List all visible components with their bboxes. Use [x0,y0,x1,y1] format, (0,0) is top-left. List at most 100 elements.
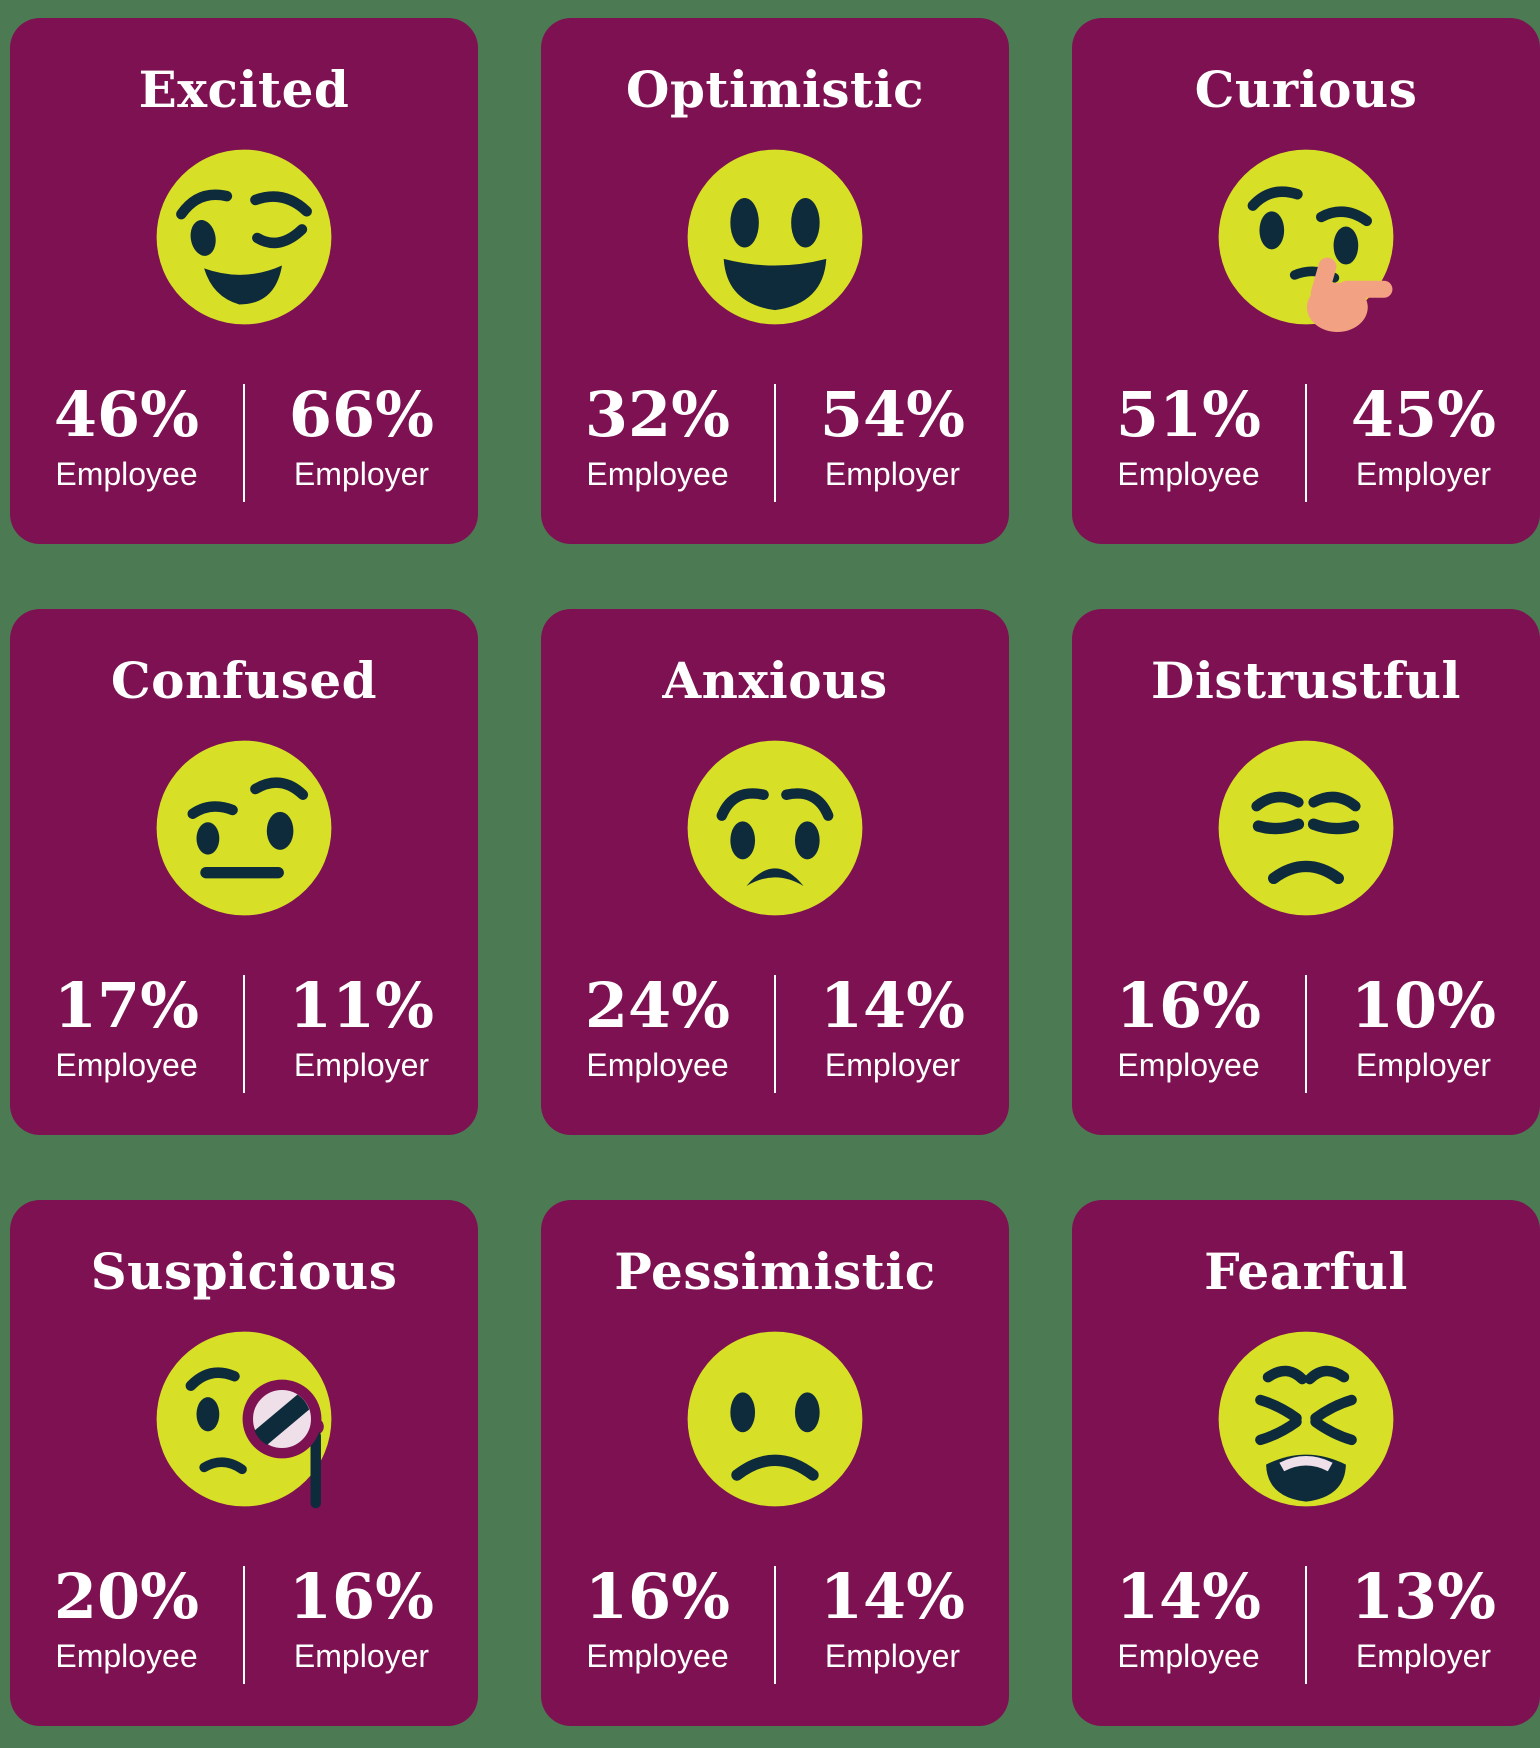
stat-divider [1305,975,1307,1093]
employee-stat: 17% Employee [10,975,243,1093]
emotion-card-excited: Excited 46% Employee 66% Employer [10,18,478,544]
employee-label: Employee [586,1638,729,1674]
stat-divider [243,384,245,502]
employer-label: Employer [824,1047,961,1083]
stats: 20% Employee 16% Employer [10,1566,478,1684]
employer-percentage: 54% [819,378,966,451]
stats: 16% Employee 14% Employer [541,1566,1009,1684]
employee-label: Employee [55,456,198,492]
employee-percentage: 16% [1115,969,1262,1042]
employer-label: Employer [293,1047,430,1083]
employer-percentage: 45% [1350,378,1497,451]
emotion-card-pessimistic: Pessimistic 16% Employee 14% Employer [541,1200,1009,1726]
frowning-face-icon [541,1324,1009,1514]
employee-percentage: 20% [53,1560,200,1633]
employee-percentage: 17% [53,969,200,1042]
stat-divider [1305,1566,1307,1684]
winking-face-icon [10,142,478,332]
employer-percentage: 13% [1350,1560,1497,1633]
stats: 16% Employee 10% Employer [1072,975,1540,1093]
stat-divider [774,1566,776,1684]
emotion-card-suspicious: Suspicious 20% Employee [10,1200,478,1726]
employer-stat: 14% Employer [776,1566,1009,1684]
card-title: Excited [138,60,350,119]
employee-stat: 16% Employee [541,1566,774,1684]
thinking-face-icon [1072,142,1540,332]
employee-label: Employee [1117,456,1260,492]
employer-percentage: 66% [288,378,435,451]
emotion-card-fearful: Fearful 14% Employee 13% Emplo [1072,1200,1540,1726]
employer-label: Employer [824,1638,961,1674]
employer-label: Employer [293,456,430,492]
face-with-monocle-icon [10,1324,478,1514]
card-title: Optimistic [625,60,925,119]
employee-label: Employee [55,1638,198,1674]
emotion-card-confused: Confused 17% Employee 11% Employer [10,609,478,1135]
stats: 24% Employee 14% Employer [541,975,1009,1093]
stats: 17% Employee 11% Employer [10,975,478,1093]
stat-divider [1305,384,1307,502]
employer-percentage: 14% [819,1560,966,1633]
stat-divider [774,384,776,502]
employer-percentage: 16% [288,1560,435,1633]
employee-stat: 46% Employee [10,384,243,502]
employee-label: Employee [55,1047,198,1083]
card-title: Fearful [1204,1242,1408,1301]
employer-label: Employer [293,1638,430,1674]
stats: 14% Employee 13% Employer [1072,1566,1540,1684]
grinning-face-icon [541,142,1009,332]
employee-percentage: 24% [584,969,731,1042]
employee-stat: 32% Employee [541,384,774,502]
stat-divider [774,975,776,1093]
employee-percentage: 46% [53,378,200,451]
anguished-face-icon [1072,1324,1540,1514]
employer-stat: 54% Employer [776,384,1009,502]
employer-stat: 14% Employer [776,975,1009,1093]
stats: 51% Employee 45% Employer [1072,384,1540,502]
employer-stat: 10% Employer [1307,975,1540,1093]
employer-label: Employer [1355,456,1492,492]
employer-label: Employer [824,456,961,492]
stats: 32% Employee 54% Employer [541,384,1009,502]
employee-percentage: 32% [584,378,731,451]
employee-percentage: 16% [584,1560,731,1633]
worried-face-icon [541,733,1009,923]
employee-stat: 20% Employee [10,1566,243,1684]
card-title: Curious [1194,60,1418,119]
employer-stat: 16% Employer [245,1566,478,1684]
employer-stat: 45% Employer [1307,384,1540,502]
employer-percentage: 10% [1350,969,1497,1042]
unamused-face-icon [1072,733,1540,923]
employee-label: Employee [1117,1047,1260,1083]
employer-label: Employer [1355,1638,1492,1674]
employer-label: Employer [1355,1047,1492,1083]
emotion-card-optimistic: Optimistic 32% Employee 54% Employer [541,18,1009,544]
employee-stat: 14% Employee [1072,1566,1305,1684]
emotion-card-curious: Curious 51% Employee 45% Emplo [1072,18,1540,544]
face-with-raised-eyebrow-icon [10,733,478,923]
card-title: Confused [110,651,378,710]
emotion-card-distrustful: Distrustful 16% Employee 10% Employer [1072,609,1540,1135]
employer-percentage: 14% [819,969,966,1042]
stat-divider [243,975,245,1093]
employer-stat: 66% Employer [245,384,478,502]
employer-stat: 11% Employer [245,975,478,1093]
card-title: Pessimistic [614,1242,936,1301]
stats: 46% Employee 66% Employer [10,384,478,502]
card-title: Anxious [662,651,888,710]
stat-divider [243,1566,245,1684]
employee-label: Employee [586,1047,729,1083]
employee-stat: 51% Employee [1072,384,1305,502]
employer-stat: 13% Employer [1307,1566,1540,1684]
card-title: Suspicious [90,1242,398,1301]
employee-percentage: 14% [1115,1560,1262,1633]
employee-label: Employee [1117,1638,1260,1674]
card-title: Distrustful [1151,651,1461,710]
employee-stat: 24% Employee [541,975,774,1093]
employee-label: Employee [586,456,729,492]
employee-percentage: 51% [1115,378,1262,451]
emotion-card-anxious: Anxious 24% Employee 14% Employer [541,609,1009,1135]
employer-percentage: 11% [288,969,435,1042]
employee-stat: 16% Employee [1072,975,1305,1093]
